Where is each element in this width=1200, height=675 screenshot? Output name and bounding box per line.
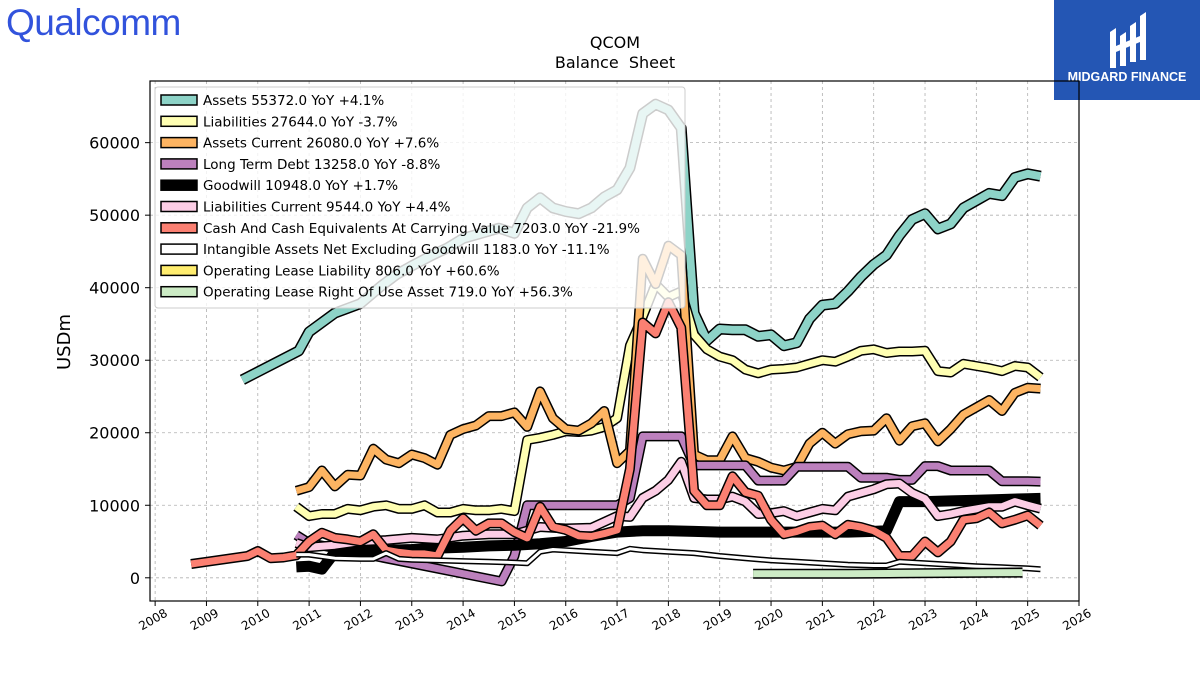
- y-tick-label: 10000: [89, 496, 140, 515]
- y-tick-label: 50000: [89, 206, 140, 225]
- y-tick-label: 40000: [89, 279, 140, 298]
- legend-label-assets-current: Assets Current 26080.0 YoY +7.6%: [203, 136, 439, 152]
- legend-swatch-long-term-debt: [160, 158, 198, 170]
- x-tick-label: 2022: [855, 606, 888, 633]
- legend-swatch-cash-and-cash-equivalents-at-carrying-value: [160, 222, 198, 234]
- y-tick-label: 20000: [89, 424, 140, 443]
- y-axis-label: USDm: [54, 314, 75, 370]
- series-line-intangible-assets-net-excluding-goodwill: [296, 547, 1041, 571]
- legend-swatch-operating-lease-liability: [160, 264, 198, 277]
- legend-label-assets: Assets 55372.0 YoY +4.1%: [203, 93, 384, 109]
- x-tick-label: 2009: [188, 606, 221, 633]
- qualcomm-logo: Qualcomm: [6, 2, 181, 43]
- x-tick-label: 2012: [342, 606, 375, 633]
- legend-swatch-assets-current: [160, 136, 198, 149]
- legend-label-intangible-assets-net-excluding-goodwill: Intangible Assets Net Excluding Goodwill…: [203, 242, 610, 258]
- series-line-liabilities-current: [295, 458, 1042, 551]
- legend-swatch-intangible-assets-net-excluding-goodwill: [160, 243, 198, 255]
- x-tick-label: 2017: [598, 606, 631, 633]
- legend-label-operating-lease-liability: Operating Lease Liability 806.0 YoY +60.…: [203, 263, 500, 279]
- legend-label-goodwill: Goodwill 10948.0 YoY +1.7%: [203, 178, 398, 194]
- chart-title: QCOM: [590, 33, 640, 52]
- legend-swatch-liabilities: [160, 115, 198, 128]
- x-tick-label: 2010: [239, 606, 272, 633]
- x-tick-label: 2015: [496, 606, 529, 633]
- x-tick-label: 2024: [958, 606, 991, 633]
- series-line-operating-lease-right-of-use-asset: [753, 569, 1023, 578]
- midgard-finance-badge: MIDGARD FINANCE: [1054, 0, 1200, 100]
- y-tick-label: 60000: [89, 134, 140, 153]
- legend-swatch-goodwill: [160, 179, 198, 191]
- legend-swatch-assets: [160, 94, 198, 106]
- x-tick-label: 2021: [804, 606, 837, 633]
- series-line-long-term-debt: [294, 432, 1041, 585]
- legend-swatch-liabilities-current: [160, 200, 198, 213]
- badge-label: MIDGARD FINANCE: [1067, 70, 1187, 84]
- x-tick-label: 2011: [290, 606, 323, 633]
- legend-box: [154, 86, 686, 309]
- midgard-logo-icon: [1110, 12, 1146, 68]
- legend-swatch-operating-lease-right-of-use-asset: [160, 285, 198, 298]
- x-tick-label: 2025: [1009, 606, 1042, 633]
- x-tick-label: 2018: [650, 606, 683, 633]
- legend-label-long-term-debt: Long Term Debt 13258.0 YoY -8.8%: [203, 157, 441, 173]
- x-tick-label: 2016: [547, 606, 580, 633]
- x-tick-label: 2008: [136, 606, 169, 633]
- x-tick-label: 2023: [906, 606, 939, 633]
- legend-label-liabilities-current: Liabilities Current 9544.0 YoY +4.4%: [203, 200, 451, 216]
- x-tick-label: 2019: [701, 606, 734, 633]
- legend-label-cash-and-cash-equivalents-at-carrying-value: Cash And Cash Equivalents At Carrying Va…: [203, 221, 640, 237]
- y-tick-label: 0: [130, 569, 140, 588]
- legend-label-operating-lease-right-of-use-asset: Operating Lease Right Of Use Asset 719.0…: [203, 285, 573, 301]
- x-tick-label: 2014: [444, 606, 477, 633]
- series-line-cash-and-cash-equivalents-at-carrying-value: [190, 298, 1043, 568]
- legend: Assets 55372.0 YoY +4.1% Liabilities 2764…: [154, 86, 686, 309]
- x-tick-label: 2026: [1060, 606, 1093, 633]
- chart-subtitle: Balance Sheet: [555, 53, 675, 72]
- x-tick-label: 2020: [752, 606, 785, 633]
- legend-label-liabilities: Liabilities 27644.0 YoY -3.7%: [203, 114, 398, 130]
- x-tick-label: 2013: [393, 606, 426, 633]
- plot-frame: [149, 80, 1080, 602]
- y-tick-label: 30000: [89, 351, 140, 370]
